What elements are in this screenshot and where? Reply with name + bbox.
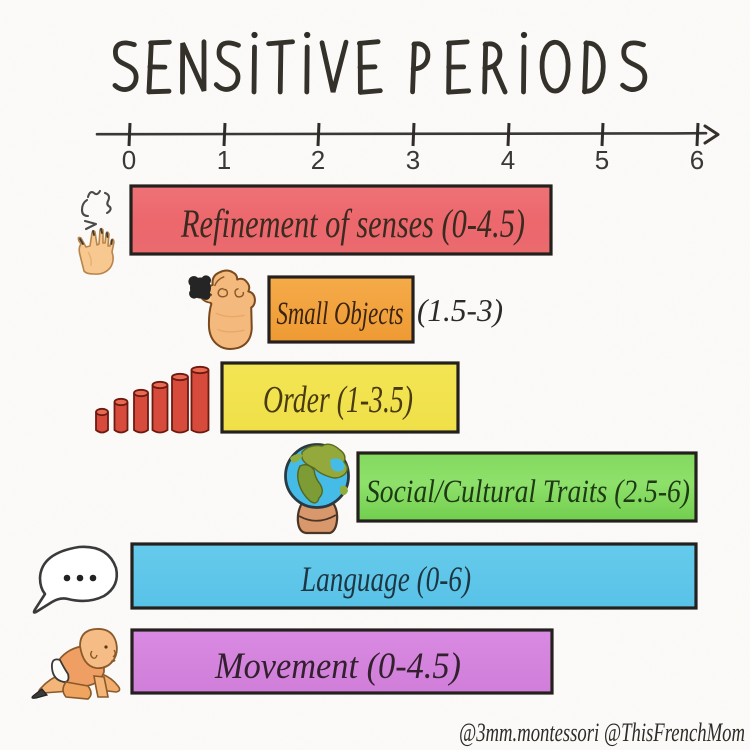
svg-text:Movement (0-4.5): Movement (0-4.5)	[214, 646, 461, 687]
svg-text:5: 5	[595, 145, 609, 175]
svg-text:2: 2	[311, 145, 325, 175]
svg-text:Social/Cultural Traits (2.5-6): Social/Cultural Traits (2.5-6)	[366, 474, 690, 510]
svg-text:1: 1	[217, 145, 231, 175]
svg-text:Small Objects: Small Objects	[277, 296, 404, 332]
svg-text:0: 0	[122, 145, 136, 175]
svg-text:Refinement of senses (0-4.5): Refinement of senses (0-4.5)	[180, 201, 525, 246]
svg-text:@3mm.montessori @ThisFrenchMom: @3mm.montessori @ThisFrenchMom	[459, 718, 745, 747]
svg-text:3: 3	[406, 145, 420, 175]
svg-text:(1.5-3): (1.5-3)	[417, 292, 503, 328]
svg-text:4: 4	[501, 145, 515, 175]
svg-text:Language (0-6): Language (0-6)	[300, 559, 471, 599]
svg-text:6: 6	[690, 145, 704, 175]
svg-text:Order (1-3.5): Order (1-3.5)	[263, 379, 413, 421]
